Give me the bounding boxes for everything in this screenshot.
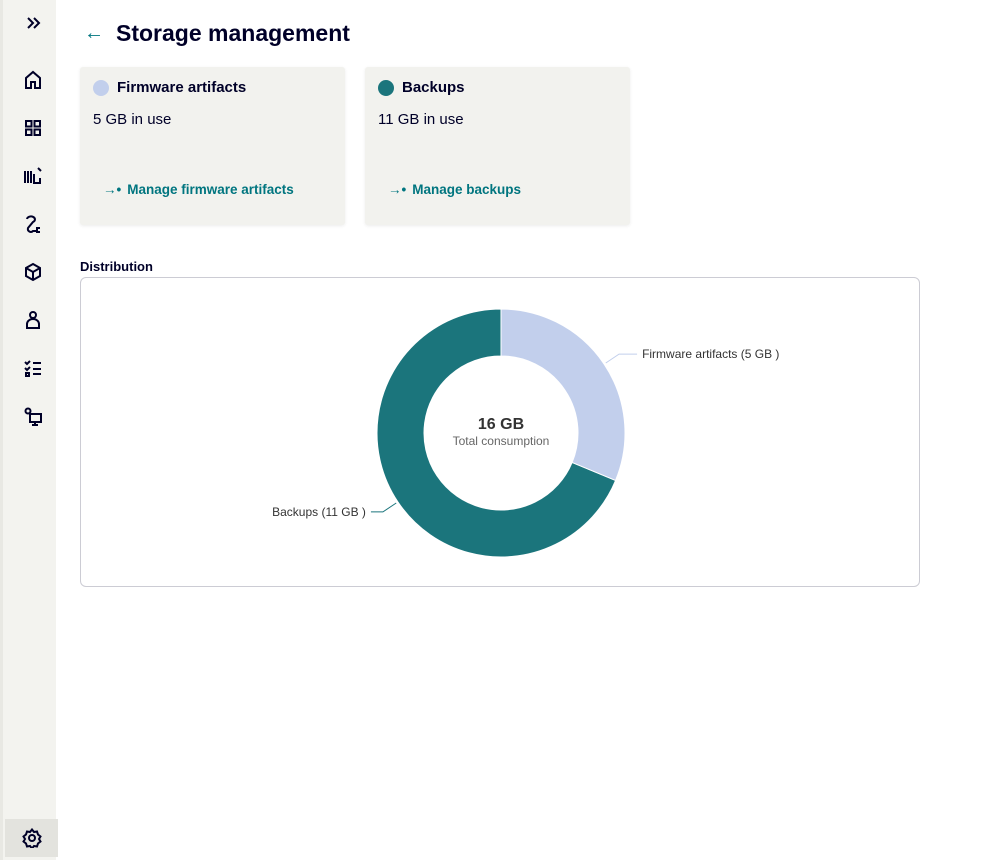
user-icon (26, 311, 40, 329)
slice-label: Backups (11 GB ) (272, 505, 366, 519)
sidebar-item-device-settings[interactable] (14, 397, 52, 435)
distribution-chart-panel: 16 GB Total consumption Firmware artifac… (80, 277, 920, 587)
grid-icon (25, 120, 41, 136)
sidebar-item-tasks[interactable] (14, 349, 52, 387)
sidebar-item-packages[interactable] (14, 253, 52, 291)
sidebar-item-dashboard[interactable] (14, 109, 52, 147)
plug-icon (26, 215, 40, 233)
double-chevron-right-icon (27, 17, 41, 29)
label-leader-line (370, 502, 397, 513)
link-label: Manage firmware artifacts (127, 182, 294, 197)
usage-text: 11 GB in use (378, 111, 464, 128)
library-edit-icon (24, 167, 42, 184)
page-title: Storage management (116, 20, 350, 46)
card-title: Backups (402, 79, 465, 96)
checklist-icon (24, 360, 41, 377)
arrow-left-icon[interactable]: ← (84, 22, 104, 44)
sidebar (0, 0, 58, 860)
slice-label: Firmware artifacts (5 GB ) (642, 347, 779, 361)
arrow-right-icon: →• (103, 182, 122, 197)
legend-dot (378, 79, 394, 96)
firmware-artifacts-card: Firmware artifacts 5 GB in use →• Manage … (80, 67, 345, 225)
label-leader-line (605, 353, 638, 364)
manage-backups-link[interactable]: →• Manage backups (388, 182, 521, 197)
gear-icon (21, 828, 42, 848)
backups-card: Backups 11 GB in use →• Manage backups (365, 67, 630, 225)
expand-sidebar-button[interactable] (14, 4, 52, 42)
usage-text: 5 GB in use (93, 111, 172, 128)
sidebar-item-users[interactable] (14, 301, 52, 339)
arrow-right-icon: →• (388, 182, 407, 197)
sidebar-item-library[interactable] (14, 157, 52, 195)
center-label: Total consumption (453, 434, 550, 448)
card-title: Firmware artifacts (117, 79, 247, 96)
sidebar-item-connections[interactable] (14, 205, 52, 243)
donut-chart: 16 GB Total consumption Firmware artifac… (272, 308, 779, 558)
distribution-label: Distribution (80, 259, 153, 274)
sidebar-item-home[interactable] (14, 61, 52, 99)
home-icon (25, 70, 41, 89)
page-header: ← Storage management (84, 20, 350, 47)
link-label: Manage backups (412, 182, 522, 197)
cube-icon (25, 262, 41, 282)
legend-dot (93, 79, 109, 96)
sidebar-item-settings[interactable] (5, 819, 58, 857)
manage-firmware-artifacts-link[interactable]: →• Manage firmware artifacts (103, 182, 294, 197)
donut-slice[interactable] (376, 308, 617, 558)
monitor-gear-icon (24, 407, 42, 426)
donut-slice[interactable] (500, 308, 626, 482)
center-value: 16 GB (478, 416, 524, 433)
